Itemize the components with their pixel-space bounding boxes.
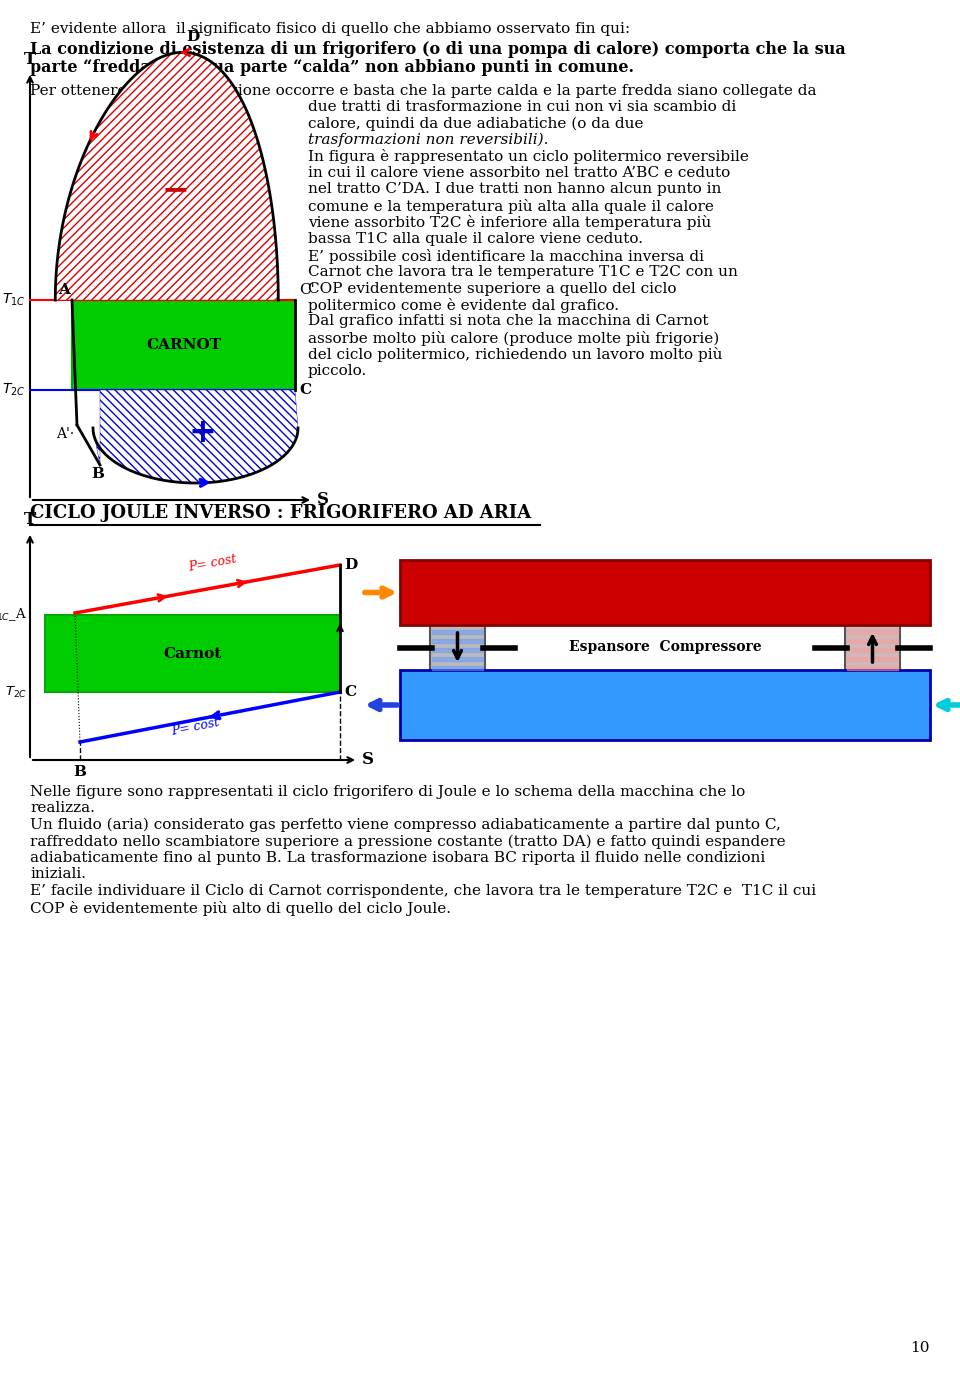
Text: calore, quindi da due adiabatiche (o da due: calore, quindi da due adiabatiche (o da …: [308, 116, 643, 131]
Text: La condizione di esistenza di un frigorifero (o di una pompa di calore) comporta: La condizione di esistenza di un frigori…: [30, 40, 846, 58]
Text: in cui il calore viene assorbito nel tratto A’BC e ceduto: in cui il calore viene assorbito nel tra…: [308, 166, 731, 179]
Text: CICLO JOULE INVERSO : FRIGORIFERO AD ARIA: CICLO JOULE INVERSO : FRIGORIFERO AD ARI…: [30, 504, 531, 522]
Bar: [400, 671, 930, 740]
Text: politermico come è evidente dal grafico.: politermico come è evidente dal grafico.: [308, 298, 619, 313]
Text: S: S: [362, 752, 374, 769]
Text: $T_{1C}$_A: $T_{1C}$_A: [0, 607, 27, 624]
Text: due tratti di trasformazione in cui non vi sia scambio di: due tratti di trasformazione in cui non …: [308, 99, 736, 115]
Text: A: A: [59, 283, 70, 297]
Text: C': C': [299, 283, 315, 297]
Bar: [430, 625, 485, 671]
Text: piccolo.: piccolo.: [308, 364, 368, 378]
Text: $T_{1C}$: $T_{1C}$: [2, 291, 25, 308]
Polygon shape: [93, 391, 298, 483]
Text: S: S: [317, 491, 329, 508]
Bar: [45, 615, 340, 691]
Text: D: D: [186, 30, 199, 44]
Text: adiabaticamente fino al punto B. La trasformazione isobara BC riporta il fluido : adiabaticamente fino al punto B. La tras…: [30, 851, 765, 865]
Text: del ciclo politermico, richiedendo un lavoro molto più: del ciclo politermico, richiedendo un la…: [308, 348, 723, 363]
Text: E’ evidente allora  il significato fisico di quello che abbiamo osservato fin qu: E’ evidente allora il significato fisico…: [30, 22, 630, 36]
Text: Nelle figure sono rappresentati il ciclo frigorifero di Joule e lo schema della : Nelle figure sono rappresentati il ciclo…: [30, 785, 745, 799]
Text: assorbe molto più calore (produce molte più frigorie): assorbe molto più calore (produce molte …: [308, 331, 719, 346]
Text: 10: 10: [910, 1341, 930, 1355]
Text: E’ possibile così identificare la macchina inversa di: E’ possibile così identificare la macchi…: [308, 248, 704, 264]
Text: $T_{2C}$: $T_{2C}$: [2, 382, 25, 399]
Text: Carnot che lavora tra le temperature T1C e T2C con un: Carnot che lavora tra le temperature T1C…: [308, 265, 738, 279]
Text: C: C: [344, 684, 356, 700]
Text: $T_{2C}$: $T_{2C}$: [5, 684, 27, 700]
Text: In figura è rappresentato un ciclo politermico reversibile: In figura è rappresentato un ciclo polit…: [308, 149, 749, 164]
Text: Per ottenere questa condizione occorre e basta che la parte calda e la parte fre: Per ottenere questa condizione occorre e…: [30, 84, 817, 98]
Text: COP è evidentemente più alto di quello del ciclo Joule.: COP è evidentemente più alto di quello d…: [30, 901, 451, 915]
Text: C: C: [299, 384, 311, 397]
Text: trasformazioni non reversibili).: trasformazioni non reversibili).: [308, 132, 548, 148]
Text: A'·: A'·: [56, 426, 74, 442]
Text: CARNOT: CARNOT: [146, 338, 221, 352]
Polygon shape: [56, 52, 295, 299]
Text: realizza.: realizza.: [30, 802, 95, 816]
Text: −: −: [161, 174, 189, 207]
Text: raffreddato nello scambiatore superiore a pressione costante (tratto DA) e fatto: raffreddato nello scambiatore superiore …: [30, 835, 785, 849]
Bar: [400, 560, 930, 625]
Text: P= cost: P= cost: [187, 552, 238, 574]
Text: Un fluido (aria) considerato gas perfetto viene compresso adiabaticamente a part: Un fluido (aria) considerato gas perfett…: [30, 818, 780, 832]
Text: T: T: [24, 511, 36, 529]
Text: bassa T1C alla quale il calore viene ceduto.: bassa T1C alla quale il calore viene ced…: [308, 232, 643, 246]
Text: +: +: [188, 415, 216, 448]
Text: B: B: [91, 466, 105, 482]
Text: Carnot: Carnot: [163, 646, 222, 661]
Text: viene assorbito T2C è inferiore alla temperatura più: viene assorbito T2C è inferiore alla tem…: [308, 215, 711, 230]
Bar: [845, 625, 900, 671]
Text: P= cost: P= cost: [170, 716, 221, 738]
Bar: [72, 299, 295, 391]
Text: iniziali.: iniziali.: [30, 868, 86, 882]
Text: D: D: [344, 558, 357, 571]
Text: comune e la temperatura più alta alla quale il calore: comune e la temperatura più alta alla qu…: [308, 199, 714, 214]
Text: Dal grafico infatti si nota che la macchina di Carnot: Dal grafico infatti si nota che la macch…: [308, 315, 708, 328]
Text: Espansore  Compressore: Espansore Compressore: [568, 640, 761, 654]
Text: B: B: [74, 765, 86, 778]
Text: parte “fredda” e la sua parte “calda” non abbiano punti in comune.: parte “fredda” e la sua parte “calda” no…: [30, 59, 634, 76]
Text: E’ facile individuare il Ciclo di Carnot corrispondente, che lavora tra le tempe: E’ facile individuare il Ciclo di Carnot…: [30, 885, 816, 898]
Text: nel tratto C’DA. I due tratti non hanno alcun punto in: nel tratto C’DA. I due tratti non hanno …: [308, 182, 721, 196]
Text: COP evidentemente superiore a quello del ciclo: COP evidentemente superiore a quello del…: [308, 282, 677, 295]
Text: T: T: [24, 51, 36, 68]
